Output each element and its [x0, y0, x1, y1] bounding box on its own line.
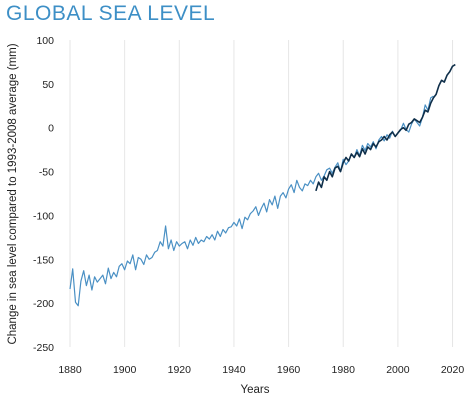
y-tick-50: 50	[42, 79, 54, 91]
tide_gauge-line	[69, 95, 434, 307]
grid-lines	[69, 40, 454, 347]
x-tick-2000: 2000	[386, 364, 410, 376]
x-tick-1940: 1940	[222, 364, 246, 376]
y-tick--50: -50	[39, 167, 54, 179]
x-axis-label: Years	[241, 384, 270, 396]
y-axis-label: Change in sea level compared to 1993-200…	[7, 43, 19, 344]
x-tick-1980: 1980	[332, 364, 356, 376]
x-tick-2020: 2020	[441, 364, 465, 376]
series-lines	[69, 63, 456, 307]
y-tick-100: 100	[36, 35, 54, 47]
y-tick--100: -100	[33, 210, 54, 222]
x-tick-1920: 1920	[168, 364, 192, 376]
x-tick-1880: 1880	[58, 364, 82, 376]
y-tick--250: -250	[33, 342, 54, 354]
y-tick--150: -150	[33, 254, 54, 266]
x-tick-labels: 1880 1900 1920 1940 1960 1980 2000 2020	[58, 364, 464, 376]
satellite-line	[315, 63, 456, 192]
x-tick-1900: 1900	[113, 364, 137, 376]
x-tick-1960: 1960	[277, 364, 301, 376]
y-tick-0: 0	[48, 123, 54, 135]
chart-title: GLOBAL SEA LEVEL	[6, 2, 216, 25]
y-tick-labels: 100 50 0 -50 -100 -150 -200 -250	[33, 35, 54, 354]
y-tick--200: -200	[33, 298, 54, 310]
